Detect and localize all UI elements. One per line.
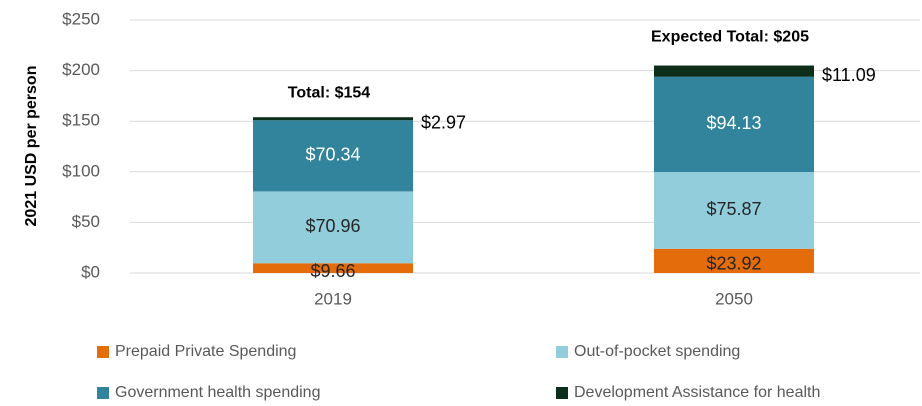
bar-segment [654,76,814,173]
legend-swatch [556,346,568,358]
legend-swatch [556,387,568,399]
bar-segment [654,65,814,77]
bar-segment [253,120,413,192]
bar-segment [654,172,814,249]
legend-swatch [97,346,109,358]
total-annotation: Total: $154 [288,84,371,101]
y-tick-label: $200 [62,60,100,79]
total-annotation: Expected Total: $205 [651,29,809,46]
legend-label: Development Assistance for health [574,384,820,401]
value-label: $9.66 [310,261,355,281]
value-label: $75.87 [706,199,761,219]
bar-segment [253,117,413,121]
y-axis-label: 2021 USD per person [23,66,40,227]
legend-label: Prepaid Private Spending [115,343,296,360]
y-tick-label: $250 [62,9,100,28]
x-tick-label: 2019 [314,289,352,308]
y-tick-label: $150 [62,111,100,130]
legend-swatch [97,387,109,399]
y-tick-label: $50 [72,212,100,231]
y-tick-label: $100 [62,161,100,180]
value-label: $94.13 [706,113,761,133]
bar-segment [253,263,413,273]
value-label: $70.34 [305,145,360,165]
value-label: $70.96 [305,216,360,236]
y-tick-label: $0 [81,262,100,281]
legend-label: Out-of-pocket spending [574,343,740,360]
value-label: $11.09 [822,65,876,85]
bar-segment [253,191,413,264]
bar-segment [654,248,814,273]
value-label: $23.92 [706,254,761,274]
value-label: $2.97 [421,112,466,132]
x-tick-label: 2050 [715,289,753,308]
legend-label: Government health spending [115,384,320,401]
